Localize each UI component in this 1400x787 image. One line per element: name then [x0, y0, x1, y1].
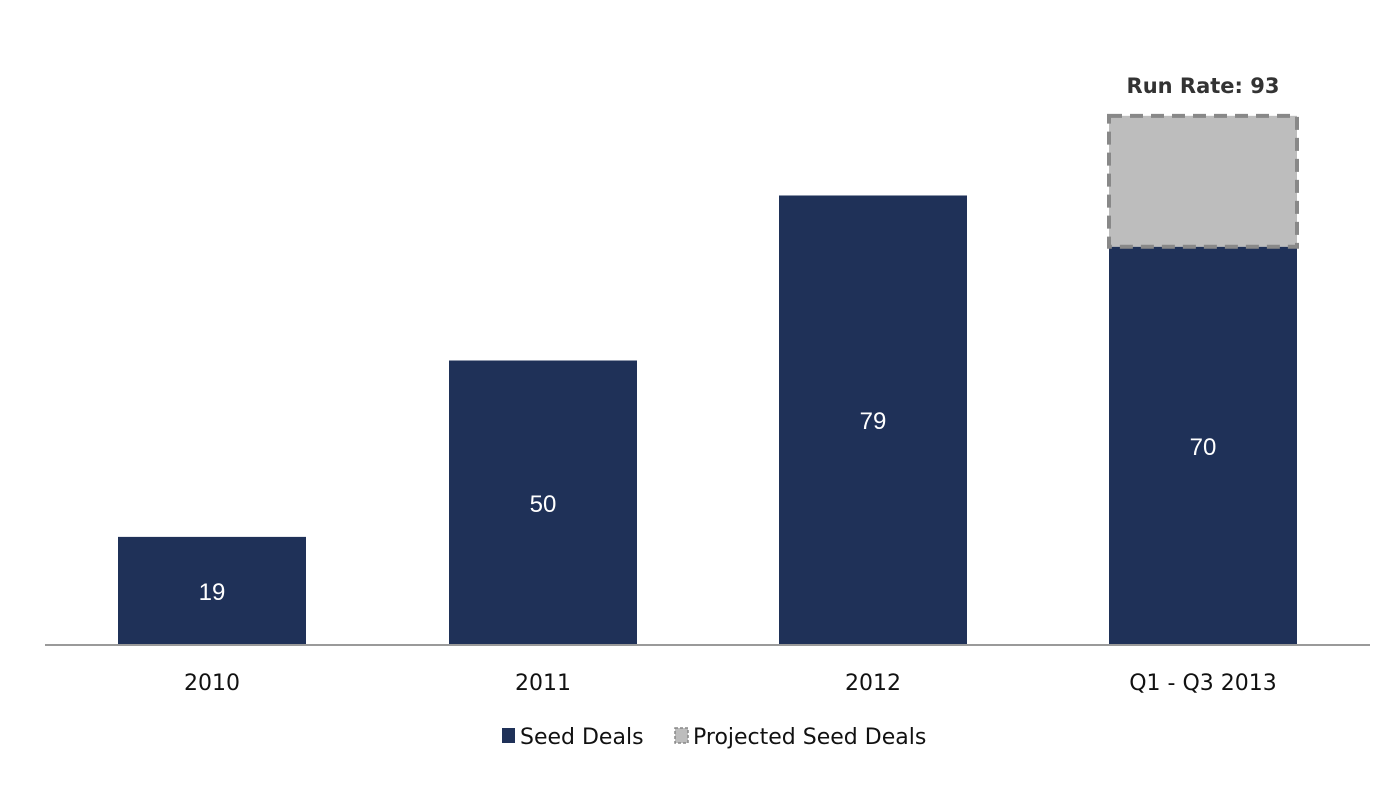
bar-seed-deals-2012: [779, 195, 967, 646]
legend-item-projected-seed-deals: Projected Seed Deals: [674, 725, 926, 750]
bar-value-label-2011: 50: [530, 491, 557, 518]
bar-value-label-2012: 79: [860, 408, 887, 435]
x-tick-label-q1-q3-2013: Q1 - Q3 2013: [1129, 671, 1277, 696]
bars-layer: [118, 113, 1299, 646]
annotations-layer: Run Rate: 93: [1127, 74, 1280, 98]
legend-label-projected-seed-deals: Projected Seed Deals: [693, 725, 926, 750]
x-axis-tick-labels: 2010 2011 2012 Q1 - Q3 2013: [184, 671, 1277, 696]
bar-seed-deals-q1-q3-2013: [1109, 246, 1297, 645]
run-rate-annotation: Run Rate: 93: [1127, 74, 1280, 98]
bar-seed-deals-2010: [118, 536, 306, 645]
legend-item-seed-deals: Seed Deals: [502, 725, 644, 750]
bar-projected-seed-deals-q1-q3-2013: [1107, 113, 1299, 249]
bar-seed-deals-2011: [449, 360, 637, 645]
value-labels-layer: 19 50 79 70: [199, 408, 1217, 606]
legend-swatch-projected-seed-deals: [674, 727, 689, 744]
legend: Seed Deals Projected Seed Deals: [502, 725, 926, 750]
bar-value-label-q1-q3-2013: 70: [1190, 434, 1217, 461]
bar-value-label-2010: 19: [199, 579, 226, 606]
x-tick-label-2012: 2012: [845, 671, 901, 696]
legend-swatch-seed-deals: [502, 728, 515, 743]
x-tick-label-2011: 2011: [515, 671, 571, 696]
x-tick-label-2010: 2010: [184, 671, 240, 696]
legend-label-seed-deals: Seed Deals: [520, 725, 644, 750]
